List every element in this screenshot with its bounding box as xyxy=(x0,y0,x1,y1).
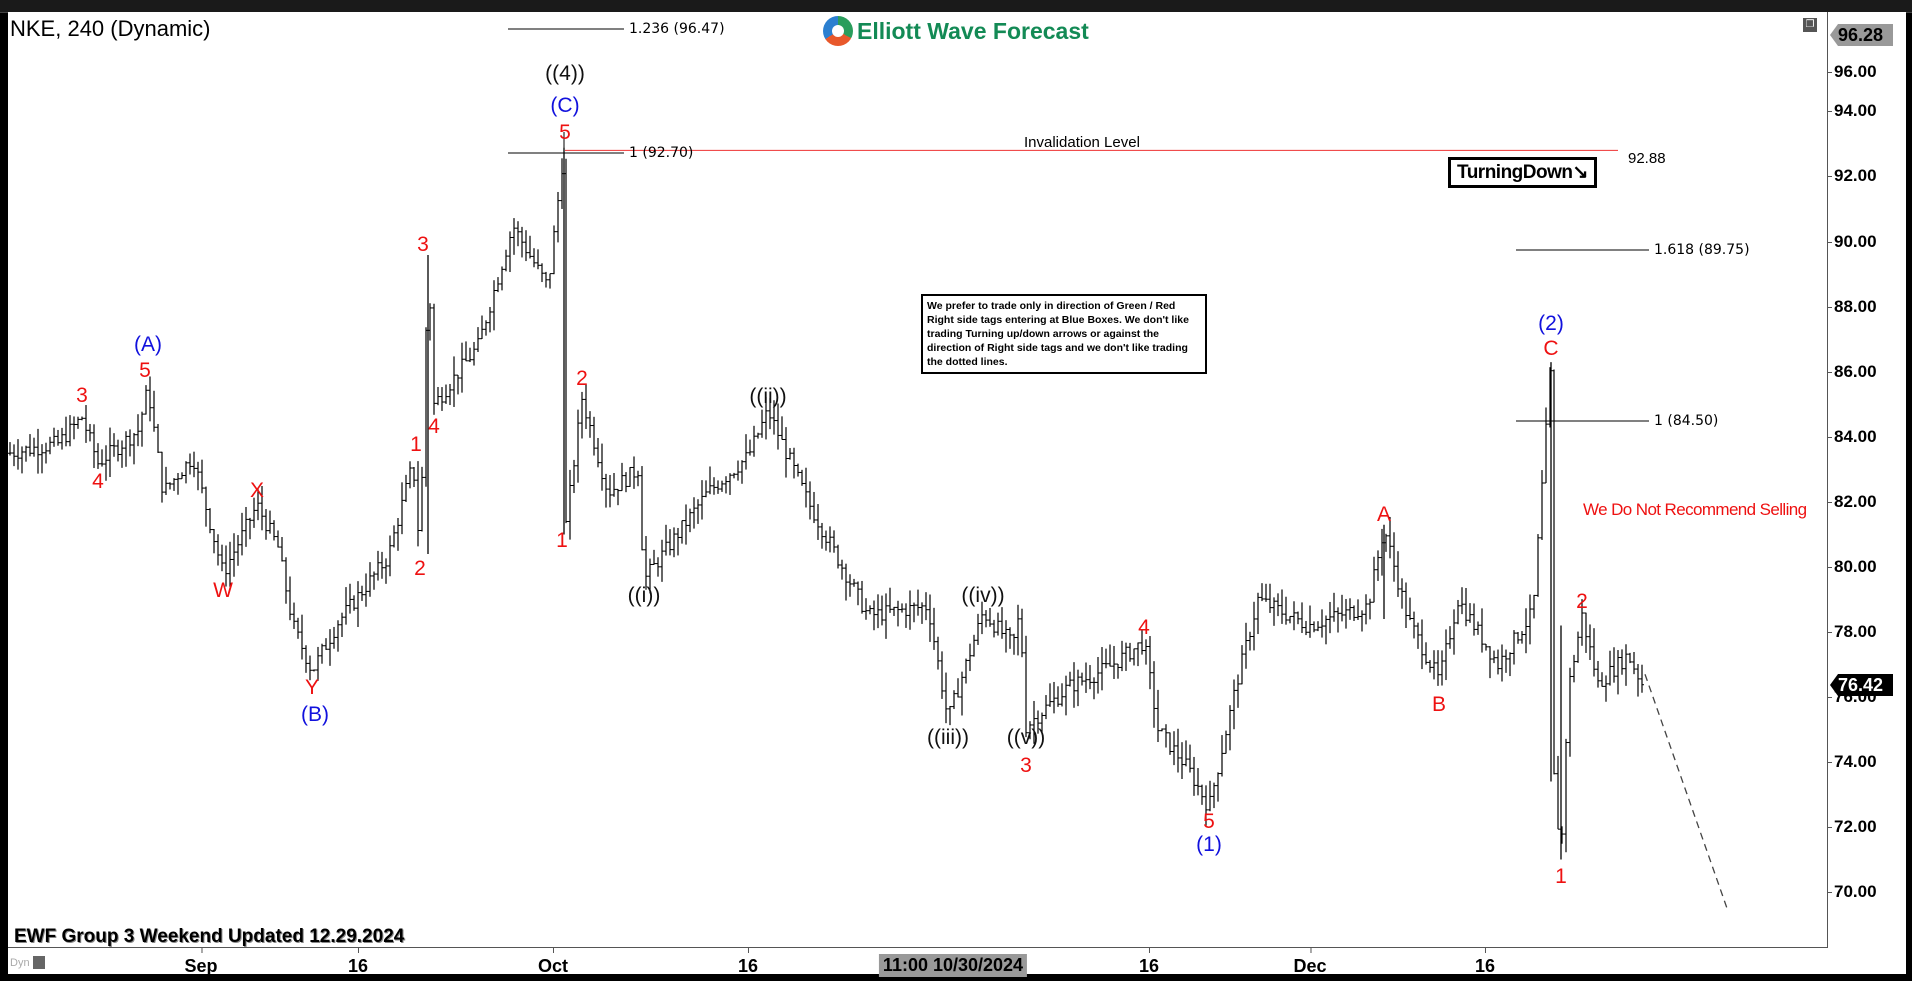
plot-area[interactable] xyxy=(8,12,1828,948)
time-tick: 16 xyxy=(347,948,369,976)
wave-label: ((4)) xyxy=(545,62,585,85)
price-tick: 72.00 xyxy=(1828,817,1877,836)
price-tick: 70.00 xyxy=(1828,882,1877,901)
price-tick: 96.00 xyxy=(1828,62,1877,81)
time-tick: 16 xyxy=(1138,948,1160,976)
wave-label: (C) xyxy=(550,94,580,117)
price-tick: 92.00 xyxy=(1828,166,1877,185)
invalidation-label: Invalidation Level xyxy=(1024,134,1140,151)
wave-label: ((ii)) xyxy=(749,385,787,408)
trading-note: We prefer to trade only in direction of … xyxy=(921,294,1207,374)
crosshair-time-label: 11:00 10/30/2024 xyxy=(878,954,1028,977)
updated-stamp: EWF Group 3 Weekend Updated 12.29.2024 xyxy=(14,926,405,947)
wave-label: 2 xyxy=(576,367,588,390)
wave-label: X xyxy=(249,479,265,502)
price-tick: 86.00 xyxy=(1828,362,1877,381)
wave-label: 1 xyxy=(556,529,568,552)
price-tick: 90.00 xyxy=(1828,232,1877,251)
wave-label: ((v)) xyxy=(1006,726,1046,749)
dyn-indicator[interactable]: Dyn xyxy=(10,956,45,969)
wave-label: (1) xyxy=(1196,833,1222,856)
invalidation-price: 92.88 xyxy=(1628,150,1666,167)
no-recommend-label: We Do Not Recommend Selling xyxy=(1583,500,1807,519)
fib-level-label: 1.618 (89.75) xyxy=(1654,242,1750,258)
wave-label: 4 xyxy=(1138,616,1150,639)
wave-label: ((i)) xyxy=(627,584,661,607)
dyn-label: Dyn xyxy=(10,956,30,969)
wave-label: 3 xyxy=(1020,754,1032,777)
time-tick: Sep xyxy=(184,948,218,976)
brand-logo: Elliott Wave Forecast xyxy=(823,16,1089,46)
wave-label: 5 xyxy=(1203,810,1215,833)
price-tick: 88.00 xyxy=(1828,297,1877,316)
fib-level-label: 1 (92.70) xyxy=(629,145,694,161)
wave-label: C xyxy=(1543,337,1559,360)
wave-label: 2 xyxy=(1576,590,1588,613)
wave-label: 5 xyxy=(139,359,151,382)
wave-label: 1 xyxy=(410,433,422,456)
chart-panel: NKE, 240 (Dynamic) Elliott Wave Forecast… xyxy=(8,12,1906,977)
wave-label: A xyxy=(1376,503,1392,526)
wave-label: 4 xyxy=(92,470,104,493)
time-tick: Dec xyxy=(1293,948,1327,976)
wave-label: 4 xyxy=(428,415,440,438)
fib-level-label: 1 (84.50) xyxy=(1654,413,1719,429)
price-tick: 78.00 xyxy=(1828,622,1877,641)
price-tick: 82.00 xyxy=(1828,492,1877,511)
wave-label: 5 xyxy=(559,121,571,144)
wave-label: (2) xyxy=(1538,312,1564,335)
time-tick: Oct xyxy=(537,948,569,976)
wave-label: ((iv)) xyxy=(961,584,1005,607)
turning-down-tag: TurningDown↘ xyxy=(1448,157,1597,188)
price-tick: 84.00 xyxy=(1828,427,1877,446)
logo-icon xyxy=(823,16,853,46)
chart-title: NKE, 240 (Dynamic) xyxy=(10,16,211,41)
price-tick: 94.00 xyxy=(1828,101,1877,120)
time-tick: 16 xyxy=(737,948,759,976)
price-bars xyxy=(8,28,1728,909)
wave-label: (A) xyxy=(134,333,162,356)
price-tick: 80.00 xyxy=(1828,557,1877,576)
top-price-flag: 96.28 xyxy=(1830,24,1894,46)
wave-label: 2 xyxy=(414,557,426,580)
restore-window-icon[interactable]: ❐ xyxy=(1803,18,1817,32)
wave-label: ((iii)) xyxy=(927,726,969,749)
wave-label: B xyxy=(1431,693,1447,716)
last-price-flag: 76.42 xyxy=(1830,674,1894,696)
fib-level-label: 1.236 (96.47) xyxy=(629,21,725,37)
wave-label: W xyxy=(213,579,233,602)
time-tick: 16 xyxy=(1474,948,1496,976)
wave-label: 3 xyxy=(417,233,429,256)
price-tick: 74.00 xyxy=(1828,752,1877,771)
wave-label: (B) xyxy=(301,703,329,726)
wave-label: 1 xyxy=(1555,865,1567,888)
wave-label: Y xyxy=(304,676,320,699)
wave-label: 3 xyxy=(76,384,88,407)
logo-text: Elliott Wave Forecast xyxy=(857,17,1089,44)
lock-icon[interactable] xyxy=(32,956,45,969)
